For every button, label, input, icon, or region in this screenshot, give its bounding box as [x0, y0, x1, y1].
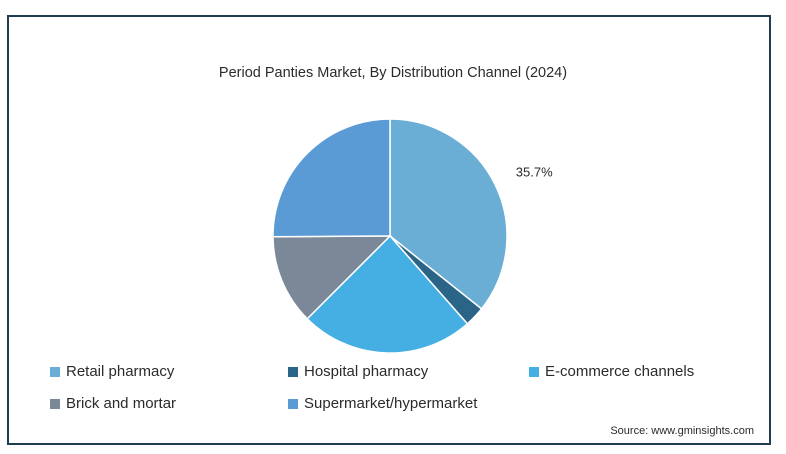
legend-label: Retail pharmacy — [66, 363, 175, 380]
legend-item: Retail pharmacy — [50, 363, 174, 380]
pie-slice-e-commerce-channels — [306, 234, 469, 354]
legend-swatch — [529, 366, 539, 377]
pie-data-label: 35.7% — [516, 164, 553, 179]
legend-label: Supermarket/hypermarket — [304, 395, 478, 412]
legend-item: Brick and mortar — [50, 395, 176, 412]
legend-swatch — [288, 398, 298, 409]
legend-label: Brick and mortar — [66, 395, 177, 412]
legend-swatch — [50, 366, 60, 377]
legend-label: Hospital pharmacy — [304, 363, 429, 380]
legend-label: E-commerce channels — [545, 363, 695, 380]
legend-item: Supermarket/hypermarket — [288, 395, 477, 412]
legend-item: Hospital pharmacy — [288, 363, 428, 380]
legend-item: E-commerce channels — [529, 363, 694, 380]
legend-swatch — [288, 366, 298, 377]
pie-slice-retail-pharmacy — [389, 118, 508, 310]
source-note: Source: www.gminsights.com — [610, 425, 754, 437]
legend-swatch — [50, 398, 60, 409]
pie-slice-brick-and-mortar — [272, 235, 392, 320]
pie-slice-supermarket-hypermarket — [272, 118, 391, 238]
chart-title: Period Panties Market, By Distribution C… — [218, 65, 568, 81]
